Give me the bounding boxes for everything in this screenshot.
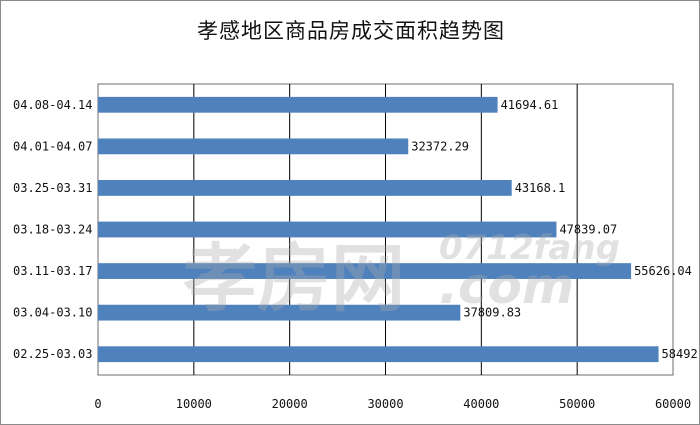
x-tick-label: 60000 bbox=[655, 397, 691, 411]
value-label: 58492.84 bbox=[662, 347, 700, 361]
bar bbox=[98, 263, 632, 279]
bar bbox=[98, 346, 659, 363]
x-tick-label: 0 bbox=[94, 397, 101, 411]
bar bbox=[98, 304, 461, 321]
value-label: 32372.29 bbox=[411, 139, 469, 153]
chart-title: 孝感地区商品房成交面积趋势图 bbox=[197, 19, 505, 43]
value-label: 47839.07 bbox=[559, 223, 617, 237]
bar bbox=[98, 180, 512, 196]
bar bbox=[98, 138, 409, 155]
value-label: 55626.04 bbox=[634, 264, 692, 278]
x-tick-label: 50000 bbox=[559, 397, 595, 411]
watermark-en-bottom: .com bbox=[439, 257, 574, 315]
value-label: 43168.1 bbox=[515, 181, 566, 195]
bar bbox=[98, 221, 557, 238]
watermark-en-top: 0712fang bbox=[439, 228, 620, 268]
value-label: 41694.61 bbox=[501, 98, 559, 112]
x-tick-label: 30000 bbox=[367, 397, 403, 411]
x-tick-label: 10000 bbox=[176, 397, 212, 411]
watermark-cn: 孝房网 bbox=[183, 236, 405, 322]
category-label: 04.08-04.14 bbox=[13, 98, 92, 112]
x-tick-label: 40000 bbox=[463, 397, 499, 411]
bars bbox=[98, 96, 659, 363]
x-tick-label: 20000 bbox=[272, 397, 308, 411]
category-label: 03.04-03.10 bbox=[13, 306, 92, 320]
category-label: 03.18-03.24 bbox=[13, 223, 92, 237]
labels: 0 10000 20000 30000 40000 50000 60000 04.08-04.… bbox=[13, 98, 700, 411]
bar bbox=[98, 96, 498, 113]
category-label: 03.25-03.31 bbox=[13, 181, 92, 195]
category-label: 04.01-04.07 bbox=[13, 139, 92, 153]
value-label: 37809.83 bbox=[463, 306, 521, 320]
watermark: 孝房网 0712fang .com bbox=[183, 228, 620, 322]
category-label: 03.11-03.17 bbox=[13, 264, 92, 278]
category-label: 02.25-03.03 bbox=[13, 347, 92, 361]
